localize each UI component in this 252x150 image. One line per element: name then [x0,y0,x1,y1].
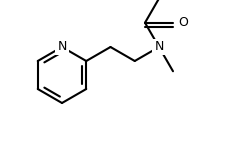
Text: O: O [178,16,188,29]
Text: N: N [57,40,67,54]
Text: N: N [154,40,164,54]
